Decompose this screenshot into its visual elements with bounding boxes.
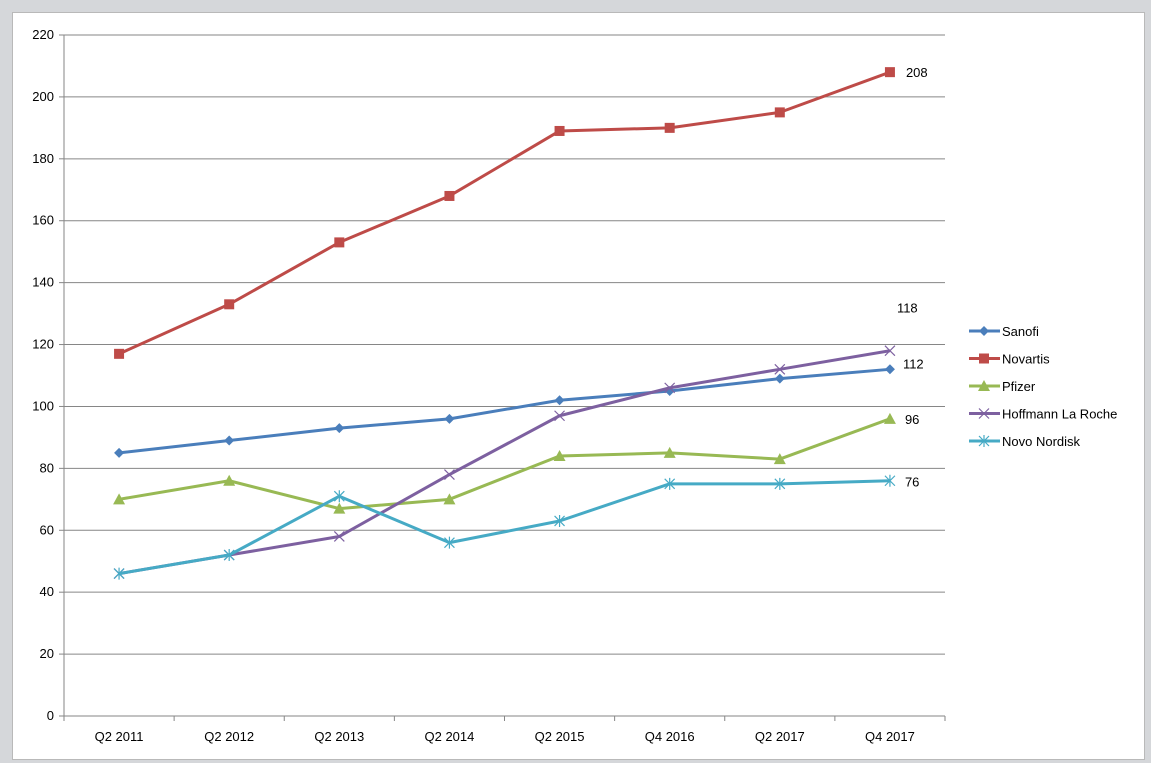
series-novo-nordisk: 76 — [113, 474, 919, 580]
square-marker — [114, 348, 125, 359]
asterisk-marker — [223, 549, 235, 562]
legend-label: Pfizer — [1002, 379, 1036, 394]
x-tick-label: Q2 2017 — [755, 729, 805, 744]
series-sanofi: 112 — [114, 356, 924, 458]
asterisk-marker — [554, 514, 565, 527]
square-marker — [444, 190, 455, 201]
diamond-marker — [554, 395, 565, 406]
diamond-marker — [979, 326, 989, 336]
legend-label: Novartis — [1002, 352, 1050, 367]
series-line — [118, 479, 890, 576]
diamond-marker — [444, 413, 455, 424]
square-marker — [884, 67, 895, 78]
y-tick-label: 160 — [32, 213, 54, 228]
asterisk-marker — [774, 477, 786, 490]
square-marker — [979, 353, 989, 364]
x-marker — [774, 363, 786, 375]
legend-label: Hoffmann La Roche — [1002, 407, 1117, 422]
series-line — [118, 70, 891, 356]
y-tick-label: 40 — [40, 584, 54, 599]
square-marker — [774, 107, 785, 118]
triangle-marker — [333, 502, 346, 514]
triangle-marker — [663, 446, 676, 458]
x-tick-label: Q4 2016 — [645, 729, 695, 744]
asterisk-marker — [113, 567, 125, 580]
triangle-marker — [773, 453, 786, 465]
x-tick-label: Q2 2015 — [535, 729, 585, 744]
y-tick-label: 80 — [40, 460, 54, 475]
x-tick-label: Q4 2017 — [865, 729, 915, 744]
legend-item: Pfizer — [969, 379, 1036, 394]
triangle-marker — [883, 412, 896, 424]
diamond-marker — [884, 364, 895, 375]
asterisk-marker — [664, 477, 676, 490]
square-marker — [224, 299, 235, 310]
data-label: 118 — [897, 301, 918, 316]
square-marker — [554, 125, 565, 136]
y-tick-label: 120 — [32, 337, 54, 352]
x-tick-label: Q2 2012 — [204, 729, 254, 744]
series-hoffmann-la-roche: 118 — [113, 301, 918, 580]
series-pfizer: 96 — [113, 412, 919, 514]
legend-label: Novo Nordisk — [1002, 434, 1081, 449]
x-marker — [554, 410, 565, 422]
legend-item: Sanofi — [969, 324, 1039, 339]
data-label: 208 — [906, 65, 928, 80]
data-label: 112 — [903, 356, 924, 371]
x-tick-label: Q2 2013 — [314, 729, 364, 744]
legend-item: Novartis — [969, 352, 1050, 367]
x-tick-label: Q2 2014 — [425, 729, 475, 744]
x-marker — [333, 531, 345, 542]
series-novartis: 208 — [114, 65, 928, 359]
triangle-marker — [978, 380, 990, 391]
x-marker — [664, 382, 676, 394]
diamond-marker — [224, 435, 235, 446]
legend-label: Sanofi — [1002, 324, 1039, 339]
y-tick-label: 100 — [32, 398, 54, 413]
triangle-marker — [113, 493, 126, 505]
diamond-marker — [114, 447, 125, 458]
chart-frame — [12, 12, 1145, 760]
asterisk-marker — [884, 474, 896, 487]
square-marker — [664, 122, 675, 133]
series-line — [118, 417, 891, 511]
y-tick-label: 140 — [32, 275, 54, 290]
x-marker — [978, 408, 990, 419]
asterisk-marker — [444, 536, 455, 549]
series-line — [118, 349, 891, 576]
y-tick-label: 200 — [32, 89, 54, 104]
y-tick-label: 180 — [32, 151, 54, 166]
series-line — [118, 367, 891, 455]
y-tick-label: 60 — [40, 522, 54, 537]
x-marker — [884, 345, 896, 357]
legend-item: Novo Nordisk — [969, 434, 1081, 449]
diamond-marker — [334, 423, 345, 434]
diamond-marker — [774, 373, 785, 384]
asterisk-marker — [978, 435, 990, 447]
x-marker — [444, 469, 455, 480]
data-label: 96 — [905, 412, 919, 427]
y-tick-label: 20 — [40, 646, 54, 661]
y-tick-label: 220 — [32, 27, 54, 42]
x-tick-label: Q2 2011 — [95, 729, 144, 744]
data-label: 76 — [905, 475, 919, 490]
asterisk-marker — [333, 490, 345, 503]
square-marker — [334, 237, 345, 248]
triangle-marker — [553, 449, 566, 461]
triangle-marker — [223, 474, 236, 486]
y-tick-label: 0 — [47, 708, 54, 723]
legend-item: Hoffmann La Roche — [969, 407, 1117, 422]
triangle-marker — [443, 493, 456, 505]
